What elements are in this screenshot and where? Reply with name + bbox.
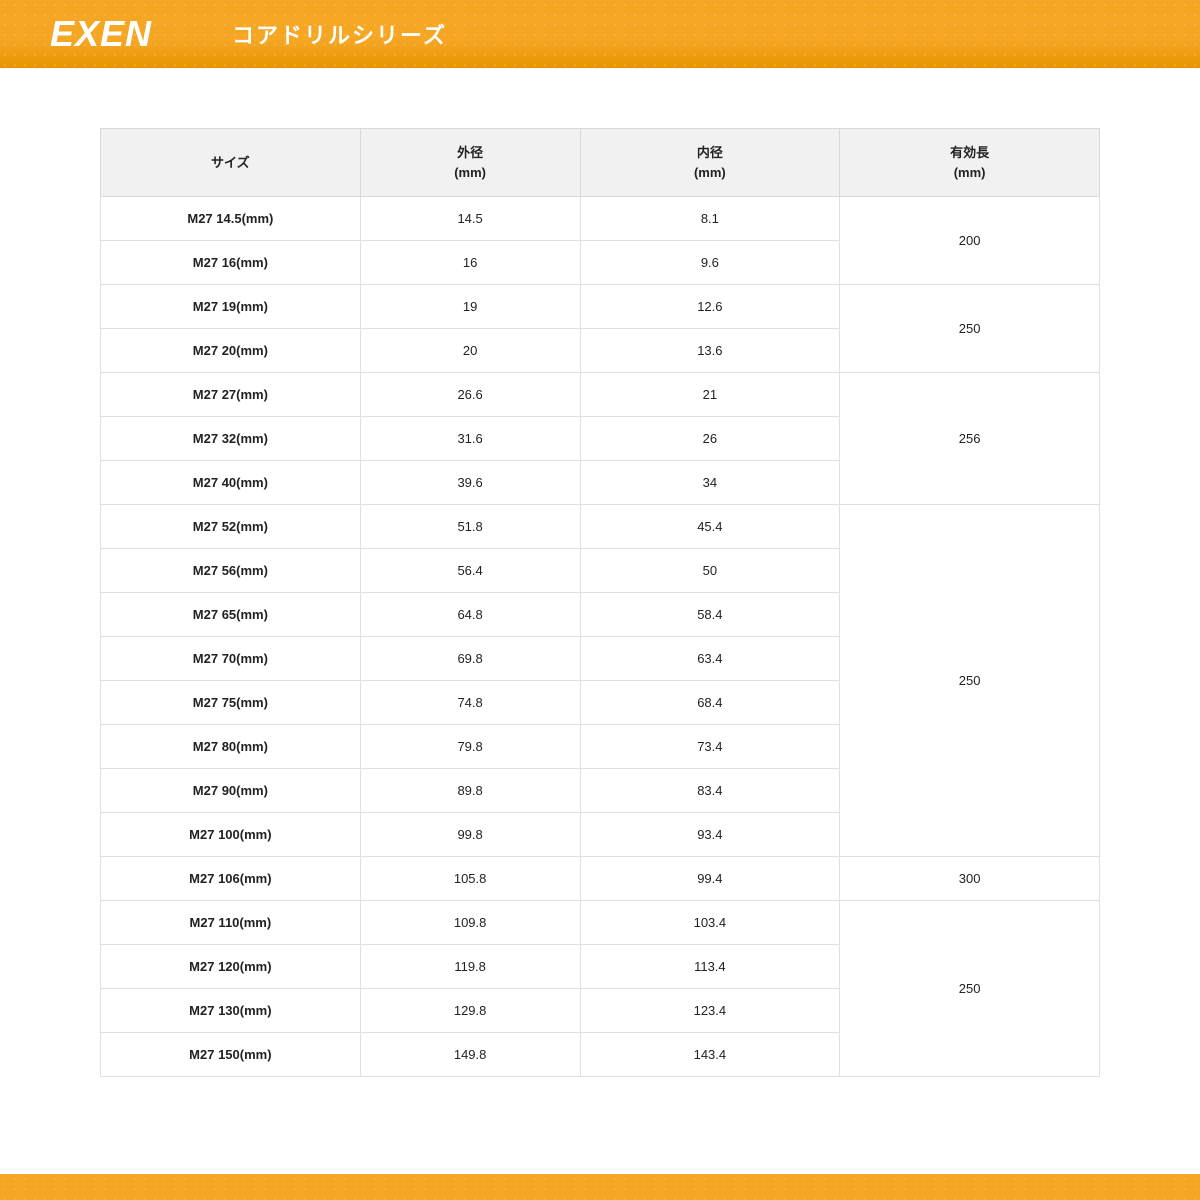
spec-table-head: サイズ 外径 (mm) 内径 (mm) 有効長 (mm) bbox=[101, 129, 1100, 197]
table-row: M27 27(mm)26.621256 bbox=[101, 373, 1100, 417]
spec-table-body: M27 14.5(mm)14.58.1200M27 16(mm)169.6M27… bbox=[101, 197, 1100, 1077]
table-row: M27 14.5(mm)14.58.1200 bbox=[101, 197, 1100, 241]
cell-size: M27 150(mm) bbox=[101, 1033, 361, 1077]
table-row: M27 52(mm)51.845.4250 bbox=[101, 505, 1100, 549]
col-header-size-l1: サイズ bbox=[211, 155, 250, 170]
footer-bar bbox=[0, 1174, 1200, 1200]
cell-od: 16 bbox=[360, 241, 580, 285]
header-row: サイズ 外径 (mm) 内径 (mm) 有効長 (mm) bbox=[101, 129, 1100, 197]
cell-od: 31.6 bbox=[360, 417, 580, 461]
cell-id: 21 bbox=[580, 373, 840, 417]
brand-logo: EXEN bbox=[50, 13, 152, 55]
header-dot-pattern bbox=[0, 0, 1200, 68]
cell-id: 68.4 bbox=[580, 681, 840, 725]
col-header-od-l1: 外径 bbox=[457, 145, 483, 160]
content-area: サイズ 外径 (mm) 内径 (mm) 有効長 (mm) M27 14.5(mm… bbox=[0, 68, 1200, 1077]
cell-id: 63.4 bbox=[580, 637, 840, 681]
cell-id: 45.4 bbox=[580, 505, 840, 549]
cell-size: M27 56(mm) bbox=[101, 549, 361, 593]
col-header-id: 内径 (mm) bbox=[580, 129, 840, 197]
cell-id: 58.4 bbox=[580, 593, 840, 637]
cell-size: M27 90(mm) bbox=[101, 769, 361, 813]
cell-size: M27 106(mm) bbox=[101, 857, 361, 901]
cell-id: 26 bbox=[580, 417, 840, 461]
cell-id: 113.4 bbox=[580, 945, 840, 989]
cell-size: M27 130(mm) bbox=[101, 989, 361, 1033]
cell-id: 103.4 bbox=[580, 901, 840, 945]
col-header-len: 有効長 (mm) bbox=[840, 129, 1100, 197]
cell-size: M27 120(mm) bbox=[101, 945, 361, 989]
cell-id: 73.4 bbox=[580, 725, 840, 769]
cell-od: 69.8 bbox=[360, 637, 580, 681]
cell-length: 300 bbox=[840, 857, 1100, 901]
cell-size: M27 110(mm) bbox=[101, 901, 361, 945]
cell-length: 256 bbox=[840, 373, 1100, 505]
cell-id: 12.6 bbox=[580, 285, 840, 329]
cell-od: 14.5 bbox=[360, 197, 580, 241]
cell-size: M27 75(mm) bbox=[101, 681, 361, 725]
cell-od: 51.8 bbox=[360, 505, 580, 549]
cell-od: 119.8 bbox=[360, 945, 580, 989]
cell-id: 13.6 bbox=[580, 329, 840, 373]
cell-od: 26.6 bbox=[360, 373, 580, 417]
cell-id: 50 bbox=[580, 549, 840, 593]
cell-od: 39.6 bbox=[360, 461, 580, 505]
footer-dot-pattern bbox=[0, 1174, 1200, 1200]
cell-id: 34 bbox=[580, 461, 840, 505]
cell-size: M27 32(mm) bbox=[101, 417, 361, 461]
cell-id: 143.4 bbox=[580, 1033, 840, 1077]
cell-od: 129.8 bbox=[360, 989, 580, 1033]
cell-od: 79.8 bbox=[360, 725, 580, 769]
cell-size: M27 27(mm) bbox=[101, 373, 361, 417]
cell-od: 105.8 bbox=[360, 857, 580, 901]
table-row: M27 106(mm)105.899.4300 bbox=[101, 857, 1100, 901]
cell-od: 109.8 bbox=[360, 901, 580, 945]
col-header-id-l1: 内径 bbox=[697, 145, 723, 160]
cell-size: M27 40(mm) bbox=[101, 461, 361, 505]
cell-od: 99.8 bbox=[360, 813, 580, 857]
cell-size: M27 20(mm) bbox=[101, 329, 361, 373]
cell-size: M27 14.5(mm) bbox=[101, 197, 361, 241]
cell-od: 74.8 bbox=[360, 681, 580, 725]
cell-od: 20 bbox=[360, 329, 580, 373]
col-header-size: サイズ bbox=[101, 129, 361, 197]
cell-size: M27 19(mm) bbox=[101, 285, 361, 329]
cell-length: 250 bbox=[840, 285, 1100, 373]
cell-length: 250 bbox=[840, 505, 1100, 857]
cell-size: M27 80(mm) bbox=[101, 725, 361, 769]
cell-size: M27 70(mm) bbox=[101, 637, 361, 681]
cell-size: M27 52(mm) bbox=[101, 505, 361, 549]
cell-id: 123.4 bbox=[580, 989, 840, 1033]
table-row: M27 19(mm)1912.6250 bbox=[101, 285, 1100, 329]
spec-table: サイズ 外径 (mm) 内径 (mm) 有効長 (mm) M27 14.5(mm… bbox=[100, 128, 1100, 1077]
cell-id: 93.4 bbox=[580, 813, 840, 857]
header-bar: EXEN コアドリルシリーズ bbox=[0, 0, 1200, 68]
page-title: コアドリルシリーズ bbox=[232, 18, 447, 50]
cell-id: 99.4 bbox=[580, 857, 840, 901]
cell-length: 250 bbox=[840, 901, 1100, 1077]
table-row: M27 110(mm)109.8103.4250 bbox=[101, 901, 1100, 945]
cell-od: 19 bbox=[360, 285, 580, 329]
cell-id: 9.6 bbox=[580, 241, 840, 285]
cell-od: 64.8 bbox=[360, 593, 580, 637]
cell-od: 56.4 bbox=[360, 549, 580, 593]
col-header-od-l2: (mm) bbox=[454, 165, 486, 180]
cell-id: 83.4 bbox=[580, 769, 840, 813]
cell-id: 8.1 bbox=[580, 197, 840, 241]
col-header-od: 外径 (mm) bbox=[360, 129, 580, 197]
cell-length: 200 bbox=[840, 197, 1100, 285]
col-header-len-l2: (mm) bbox=[954, 165, 986, 180]
cell-size: M27 16(mm) bbox=[101, 241, 361, 285]
col-header-len-l1: 有効長 bbox=[950, 145, 989, 160]
cell-od: 89.8 bbox=[360, 769, 580, 813]
cell-od: 149.8 bbox=[360, 1033, 580, 1077]
cell-size: M27 65(mm) bbox=[101, 593, 361, 637]
col-header-id-l2: (mm) bbox=[694, 165, 726, 180]
cell-size: M27 100(mm) bbox=[101, 813, 361, 857]
